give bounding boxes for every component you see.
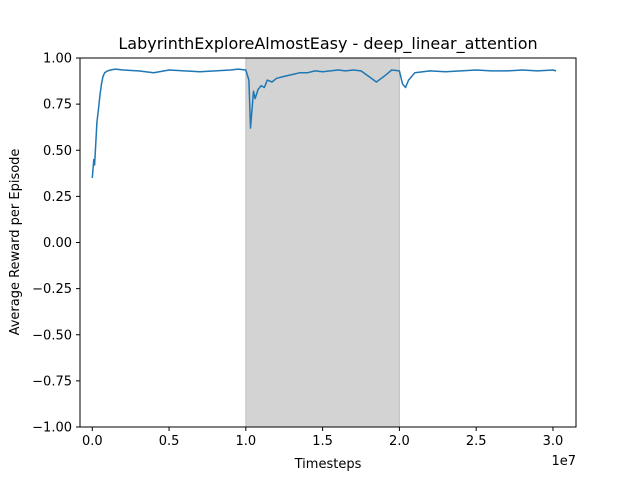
x-axis-offset-label: 1e7 xyxy=(551,454,576,469)
y-tick-label: −1.00 xyxy=(32,421,72,436)
series-line-0 xyxy=(91,68,557,178)
y-tick-label: 0.25 xyxy=(43,190,72,205)
x-axis-label: Timesteps xyxy=(294,457,362,472)
x-tick-label: 2.5 xyxy=(466,434,487,449)
x-tick-label: 2.0 xyxy=(389,434,410,449)
y-tick-label: 0.75 xyxy=(43,98,72,113)
y-tick-label: −0.25 xyxy=(32,282,72,297)
x-tick-label: 0.0 xyxy=(82,434,103,449)
y-tick-label: 0.00 xyxy=(43,236,72,251)
y-tick-label: 1.00 xyxy=(43,52,72,67)
y-tick-label: −0.75 xyxy=(32,374,72,389)
plot-area: 0.0 0.5 1.0 1.5 2.0 2.5 3.0 −1.00 −0.75 −0.50 −0.2… xyxy=(32,52,577,449)
x-tick-label: 1.0 xyxy=(236,434,257,449)
chart-title: LabyrinthExploreAlmostEasy - deep_linear… xyxy=(118,34,537,54)
y-axis-label: Average Reward per Episode xyxy=(8,149,23,336)
x-tick-label: 1.5 xyxy=(312,434,333,449)
y-tick-label: −0.50 xyxy=(32,328,72,343)
x-tick-label: 0.5 xyxy=(159,434,180,449)
x-tick-label: 3.0 xyxy=(543,434,564,449)
shaded-region xyxy=(245,58,400,427)
y-tick-label: 0.50 xyxy=(43,144,72,159)
